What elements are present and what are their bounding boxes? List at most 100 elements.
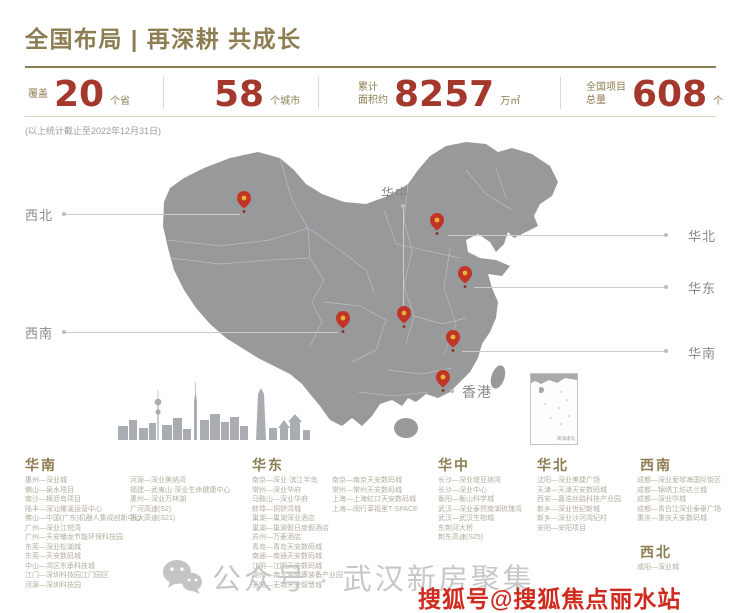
inset-caption: 南海诸岛 [556, 436, 575, 442]
region-column: 长沙—深业堤亚纳湾 长沙—深业中心 衡阳—衡山科学城 武汉—深业泰然南湖玫瑰湾 武汉—武… [438, 476, 522, 543]
project-item: 河源—深圳科技园 [25, 581, 81, 589]
project-item: 东莞—深业松湖城 [25, 543, 81, 551]
project-item: 佛山—泉水项目 [25, 486, 74, 494]
project-item: 佛山—中国(广东)机器人集成创新中心 [25, 515, 142, 522]
project-item: 东莞—天安数码城 [25, 553, 81, 560]
project-item: 成都—深业爱琴海国际街区 [637, 477, 721, 484]
stat-value: 20 [54, 73, 105, 115]
project-item: 衡阳—衡山科学城 [438, 496, 494, 503]
project-item: 武汉—深业泰然南湖玫瑰湾 [438, 505, 522, 513]
hainan-island [394, 418, 418, 438]
region-header: 西南 [640, 457, 672, 473]
stat-suffix: 个城市 [270, 95, 301, 107]
stat-prefix: 覆盖 [28, 88, 48, 100]
region-header: 华北 [537, 457, 569, 473]
statistics-note: (以上统计截止至2022年12月31日) [25, 126, 162, 136]
project-item: 沈阳—深业美捷广场 [537, 477, 600, 484]
region-header: 华东 [252, 457, 284, 473]
map-pin-huanan [446, 330, 460, 352]
sohu-watermark: 搜狐号@搜狐焦点丽水站 [418, 586, 682, 612]
region-header: 华中 [438, 457, 470, 473]
region-block-xinan: 西南 成都—深业爱琴海国际街区 成都—锦绣工坊达兰城 成都—深业华城 成都—青白江深业… [637, 455, 721, 522]
project-item: 蚌埠—铜锣湾城 [252, 505, 301, 513]
map-pin-huabei [430, 213, 444, 235]
stat-prefix: 累计 [358, 82, 378, 93]
stat-projects: 全国项目 总量 608 个 [586, 73, 724, 115]
leader-line-xinan [64, 332, 338, 333]
region-block-xibei: 西北 咸阳—深业城 [637, 542, 679, 571]
stat-value: 8257 [394, 73, 495, 115]
region-column: 咸阳—深业城 [637, 563, 679, 573]
stat-value: 58 [214, 73, 265, 115]
map-pin-huadong [458, 266, 472, 288]
stat-suffix: 万㎡ [500, 95, 521, 107]
leader-dot-huazhong [401, 204, 405, 208]
map-pin-huazhong [397, 306, 411, 328]
project-item: 中山—湾区东承科技城 [25, 562, 95, 570]
city-skyline [118, 382, 310, 440]
project-item: 江阴—江阴天安数码城 [252, 562, 322, 570]
project-item: 马鞍山—深业华府 [252, 496, 308, 503]
map-label-xibei: 西北 [25, 208, 54, 223]
stat-area: 累计 面积约 8257 万㎡ [358, 73, 521, 115]
project-item: 江门—深圳科技园江门园区 [25, 572, 109, 579]
map-label-huazhong: 华中 [381, 186, 410, 201]
project-item: 南沙—横沥岛项目 [25, 496, 81, 503]
project-item: 上海—上海虹口天安数码城 [332, 496, 416, 503]
project-item: 常州—深业华府 [252, 486, 301, 494]
project-item: 广河高速(S2) [130, 505, 172, 513]
map-label-huanan: 华南 [688, 346, 717, 361]
project-item: 新乡—深业沙河湾纪村 [537, 515, 607, 522]
stat-divider [163, 77, 164, 109]
region-column: 南京—南京天安数码城 常州—常州天安数码城上海—上海虹口天安数码城 上海—闵行莘福里… [332, 476, 418, 514]
project-item: 常州—常州天安数码城 [332, 486, 402, 494]
project-item: 陆丰—深汕螺溪运营中心 [25, 505, 102, 513]
china-map [163, 142, 558, 438]
region-column: 成都—深业爱琴海国际街区 成都—锦绣工坊达兰城 成都—深业华城 成都—青白江深业泰豪广… [637, 476, 721, 524]
stat-divider [560, 77, 561, 109]
project-item: 新乡—深业世纪新城 [537, 505, 600, 513]
region-block-huadong: 华东 南京—深业·滨江半岛 常州—深业华府 马鞍山—深业华府 蚌埠—铜锣湾城巢湖—巢湖… [252, 455, 418, 589]
project-item: 惠州—深业万林湖 [130, 496, 186, 503]
south-china-sea-inset: 南海诸岛 [530, 373, 578, 445]
project-item: 巢湖—巢湖深业酒店 [252, 515, 315, 522]
leader-dot-xibei [62, 212, 66, 216]
map-pin-xinjiang [237, 191, 251, 213]
project-item: 河源—深业美纳湾 [130, 477, 186, 484]
region-column: 河源—深业美纳湾 福建—武夷山·深业生命健康中心 惠州—深业万林湖 广河高速(S2) 惠… [130, 476, 230, 524]
leader-line-huanan [462, 351, 666, 352]
map-label-hongkong: 香港 [462, 384, 492, 400]
project-item: 湖州—南太湖健康装备产业园 [252, 572, 343, 579]
china-outline [163, 142, 558, 426]
map-pin-xinan [336, 311, 350, 333]
region-column: 南京—深业·滨江半岛 常州—深业华府 马鞍山—深业华府 蚌埠—铜锣湾城巢湖—巢湖深业酒… [252, 476, 343, 590]
project-item: 南京—深业·滨江半岛 [252, 477, 318, 484]
wechat-watermark: 公众号 · 武汉新房聚集 [212, 564, 535, 596]
region-column: 惠州—深业城 佛山—泉水项目 南沙—横沥岛项目 陆丰—深汕螺溪运营中心 佛山—中国(广东… [25, 476, 142, 590]
project-item: 广州—深业江悦湾 [25, 524, 81, 532]
project-item: 无锡—无锡天安智慧城 [252, 581, 322, 589]
project-item: 长沙—深业堤亚纳湾 [438, 477, 501, 484]
project-item: 重庆—重庆天安数码城 [637, 515, 707, 522]
project-item: 成都—锦绣工坊达兰城 [637, 486, 707, 494]
project-item: 上海—闵行莘福里T·SPACE [332, 505, 418, 513]
region-column: 沈阳—深业美捷广场 天津—天津天安数码城 西安—嘉浩丝路科技产业园 新乡—深业世纪新城… [537, 476, 621, 533]
map-label-xinan: 西南 [25, 326, 54, 341]
project-item: 南京—南京天安数码城 [332, 477, 402, 484]
project-item: 安阳—安阳项目 [537, 524, 586, 532]
project-item: 成都—深业华城 [637, 496, 686, 503]
region-header: 华南 [25, 457, 57, 473]
project-item: 长沙—深业中心 [438, 486, 487, 494]
stat-prefix: 全国项目 [586, 82, 626, 93]
stat-divider [318, 77, 319, 109]
region-block-huazhong: 华中 长沙—深业堤亚纳湾 长沙—深业中心 衡阳—衡山科学城 武汉—深业泰然南湖玫瑰湾武… [438, 455, 522, 541]
inset-map [531, 374, 577, 425]
stat-suffix: 个省 [110, 95, 131, 107]
map-label-huabei: 华北 [688, 229, 717, 244]
region-block-huanan: 华南 惠州—深业城 佛山—泉水项目 南沙—横沥岛项目 陆丰—深汕螺溪运营中心 佛山—中国… [25, 455, 230, 589]
project-item: 荆东高速(S25) [438, 534, 484, 541]
project-item: 西安—嘉浩丝路科技产业园 [537, 496, 621, 503]
project-item: 苏州—万豪酒店 [252, 534, 301, 541]
leader-dot-hongkong [450, 389, 454, 393]
leader-line-huadong [474, 287, 666, 288]
